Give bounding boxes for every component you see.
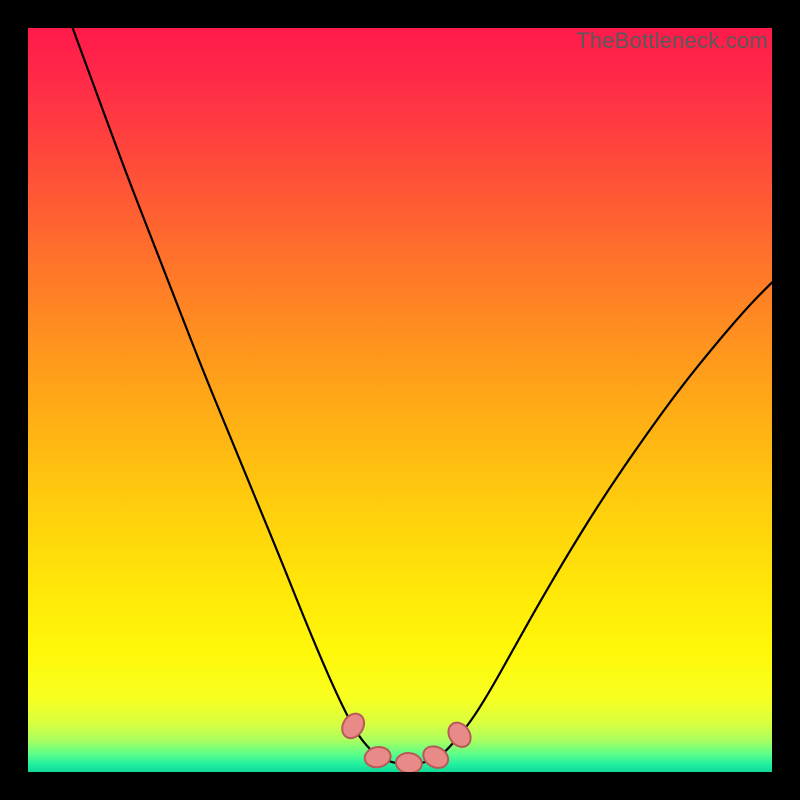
chart-plot-area xyxy=(28,28,772,772)
watermark-text: TheBottleneck.com xyxy=(576,28,768,54)
chart-frame: TheBottleneck.com xyxy=(0,0,800,800)
bottleneck-chart-svg xyxy=(28,28,772,772)
gradient-background xyxy=(28,28,772,772)
